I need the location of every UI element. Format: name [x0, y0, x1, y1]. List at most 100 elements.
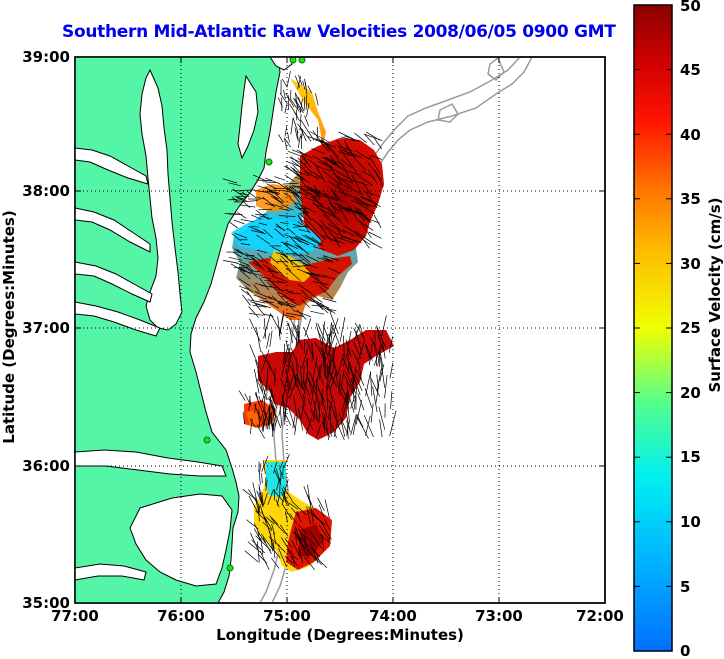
- velocity-vector: [277, 182, 291, 192]
- velocity-vector: [262, 521, 272, 531]
- velocity-vector: [298, 229, 309, 233]
- velocity-vector: [259, 215, 273, 220]
- velocity-vector: [307, 185, 321, 201]
- velocity-vector: [262, 537, 272, 554]
- velocity-vector: [258, 533, 266, 544]
- velocity-vector: [316, 126, 318, 141]
- velocity-vector: [345, 391, 349, 409]
- velocity-vector: [296, 149, 313, 159]
- velocity-vector: [250, 301, 268, 308]
- velocity-vector: [297, 221, 308, 229]
- x-axis-label: Longitude (Degrees:Minutes): [216, 626, 464, 644]
- colorbar-tick-labels: 50 45 40 35 30 25 20 15 10 5 0: [680, 0, 701, 659]
- velocity-vector: [265, 418, 268, 429]
- velocity-vector: [290, 156, 306, 169]
- velocity-vector: [286, 312, 305, 317]
- velocity-vector: [314, 164, 326, 183]
- velocity-vector: [299, 536, 310, 547]
- velocity-vector: [350, 369, 357, 386]
- velocity-vector: [287, 150, 307, 159]
- y-tick-label: 37:00: [22, 319, 70, 337]
- velocity-vector: [307, 188, 321, 194]
- velocity-vector: [258, 277, 270, 291]
- velocity-vector: [281, 359, 287, 377]
- velocity-vector: [301, 129, 304, 139]
- velocity-vector: [338, 146, 348, 161]
- plot-border: [74, 56, 606, 604]
- velocity-vector: [318, 401, 321, 422]
- velocity-vector: [292, 117, 299, 133]
- velocity-vector: [327, 364, 330, 386]
- velocity-vector: [300, 120, 315, 141]
- velocity-vector: [253, 301, 265, 316]
- velocity-vector: [248, 495, 260, 515]
- colorbar-tick-label: 35: [680, 190, 701, 208]
- velocity-vector: [299, 366, 303, 390]
- velocity-vector: [317, 323, 326, 342]
- velocity-vector: [368, 343, 373, 366]
- velocity-vector: [299, 98, 303, 114]
- velocity-vector: [307, 494, 314, 510]
- velocity-vector: [296, 309, 307, 320]
- velocity-vector: [279, 314, 285, 336]
- y-tick-label: 36:00: [22, 457, 70, 475]
- velocity-vector: [253, 294, 267, 300]
- velocity-vector: [297, 215, 311, 234]
- velocity-vector: [323, 213, 341, 231]
- velocity-vector: [263, 492, 268, 506]
- velocity-vector: [247, 541, 262, 553]
- velocity-vector: [315, 362, 324, 385]
- velocity-vector: [269, 396, 276, 411]
- velocity-vector: [267, 271, 282, 273]
- velocity-vector: [370, 154, 383, 160]
- velocity-vector: [288, 502, 299, 510]
- velocity-vector: [352, 377, 355, 402]
- velocity-vector: [339, 317, 346, 342]
- velocity-vector: [243, 200, 258, 203]
- velocity-vector: [311, 148, 325, 154]
- velocity-vector: [288, 352, 293, 369]
- velocity-vector: [293, 225, 309, 228]
- velocity-vector: [240, 243, 251, 246]
- velocity-vector: [283, 242, 297, 255]
- velocity-vector: [340, 235, 362, 243]
- velocity-vector: [351, 200, 370, 207]
- velocity-vector: [257, 507, 260, 522]
- velocity-vector: [324, 499, 330, 519]
- velocity-vector: [285, 242, 298, 250]
- velocity-vector: [367, 170, 378, 185]
- velocity-vector: [355, 150, 370, 160]
- velocity-vector: [285, 93, 295, 108]
- velocity-vector: [357, 393, 365, 411]
- velocity-field-south-cyan: [266, 462, 286, 498]
- velocity-vectors: [222, 71, 397, 571]
- velocity-vector: [354, 132, 367, 143]
- velocity-vector: [268, 190, 279, 194]
- velocity-vector: [276, 291, 287, 297]
- velocity-vector: [311, 171, 324, 180]
- colorbar-tick-label: 5: [680, 578, 690, 596]
- velocity-vector: [300, 217, 308, 226]
- velocity-vector: [337, 228, 344, 240]
- velocity-vector: [230, 263, 246, 273]
- velocity-vector: [350, 378, 356, 394]
- velocity-vector: [343, 373, 354, 395]
- velocity-vector: [333, 350, 335, 368]
- y-tick-label: 35:00: [22, 594, 70, 612]
- velocity-vector: [299, 205, 310, 214]
- velocity-vector: [345, 339, 352, 357]
- velocity-vector: [338, 387, 350, 409]
- velocity-vector: [286, 227, 296, 235]
- velocity-vector: [255, 359, 262, 382]
- velocity-vector: [249, 418, 256, 428]
- velocity-vector: [335, 236, 355, 244]
- velocity-vector: [265, 516, 275, 525]
- velocity-vector: [296, 202, 316, 213]
- velocity-vector: [269, 255, 279, 264]
- colorbar-tick-label: 15: [680, 448, 701, 466]
- velocity-vector: [312, 246, 325, 251]
- velocity-vector: [273, 196, 283, 204]
- velocity-vector: [320, 302, 336, 314]
- velocity-vector: [355, 209, 370, 222]
- velocity-vector: [353, 386, 358, 410]
